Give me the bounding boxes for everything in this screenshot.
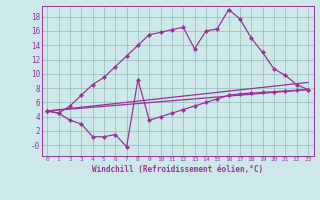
X-axis label: Windchill (Refroidissement éolien,°C): Windchill (Refroidissement éolien,°C) xyxy=(92,165,263,174)
